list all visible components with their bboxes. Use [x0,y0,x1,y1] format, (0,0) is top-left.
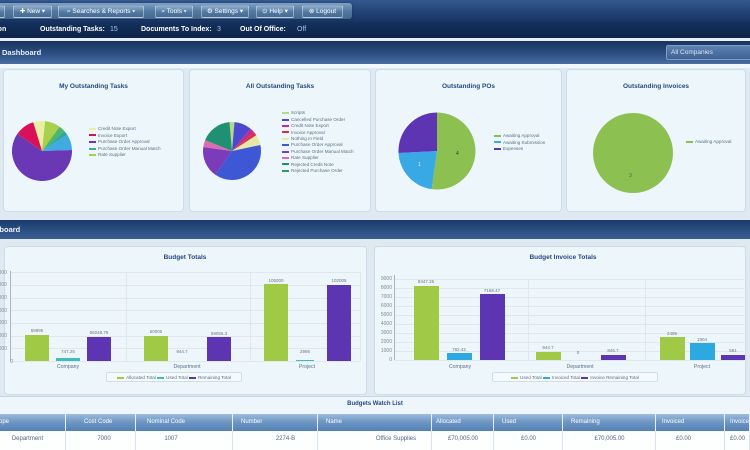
svg-text:3: 3 [629,173,632,179]
svg-text:4: 4 [456,151,459,157]
svg-text:1: 1 [418,162,421,168]
